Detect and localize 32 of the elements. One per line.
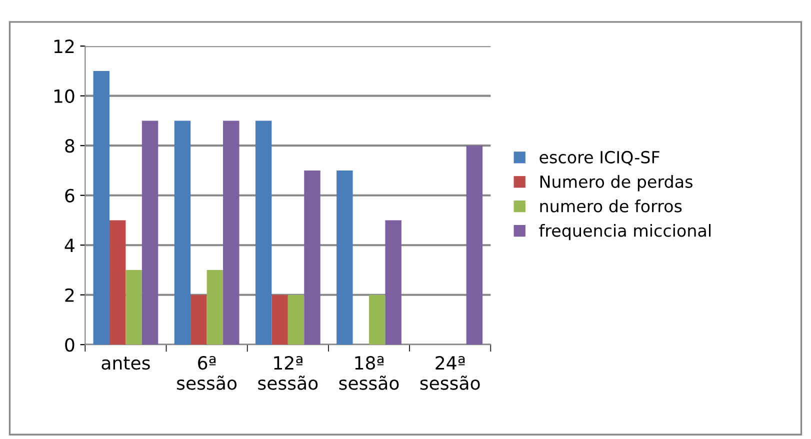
y-tick-label: 0	[65, 338, 74, 352]
bar	[223, 120, 240, 345]
x-tick-label: 12ª sessão	[258, 356, 318, 390]
bar	[369, 294, 386, 345]
bar	[336, 170, 353, 345]
x-tick-label: 18ª sessão	[339, 356, 399, 390]
bar	[206, 270, 224, 345]
y-tick-label: 12	[54, 40, 74, 53]
y-tick-label: 6	[65, 188, 74, 202]
x-tick-label: 24ª sessão	[420, 356, 480, 390]
bar	[93, 70, 110, 345]
y-tick-label: 8	[65, 139, 74, 153]
bar	[109, 220, 126, 345]
bar	[304, 170, 320, 345]
legend-label: frequencia miccional	[539, 224, 710, 240]
bar	[126, 270, 142, 345]
y-tick-label: 10	[54, 89, 74, 103]
bar	[272, 294, 288, 345]
bar	[466, 146, 483, 345]
y-tick-label: 2	[65, 288, 74, 302]
bar	[142, 120, 158, 345]
legend-label: escore ICIQ-SF	[540, 150, 660, 166]
x-tick-label: 6ª sessão	[177, 356, 237, 390]
bar	[190, 294, 207, 345]
bar	[255, 120, 272, 345]
bar	[385, 220, 402, 345]
x-tick-label: antes	[102, 356, 150, 370]
y-tick-label: 4	[64, 238, 74, 252]
bar	[174, 120, 191, 345]
legend-label: numero de forros	[540, 200, 682, 212]
legend-label: Numero de perdas	[540, 175, 692, 192]
bar	[288, 294, 304, 345]
